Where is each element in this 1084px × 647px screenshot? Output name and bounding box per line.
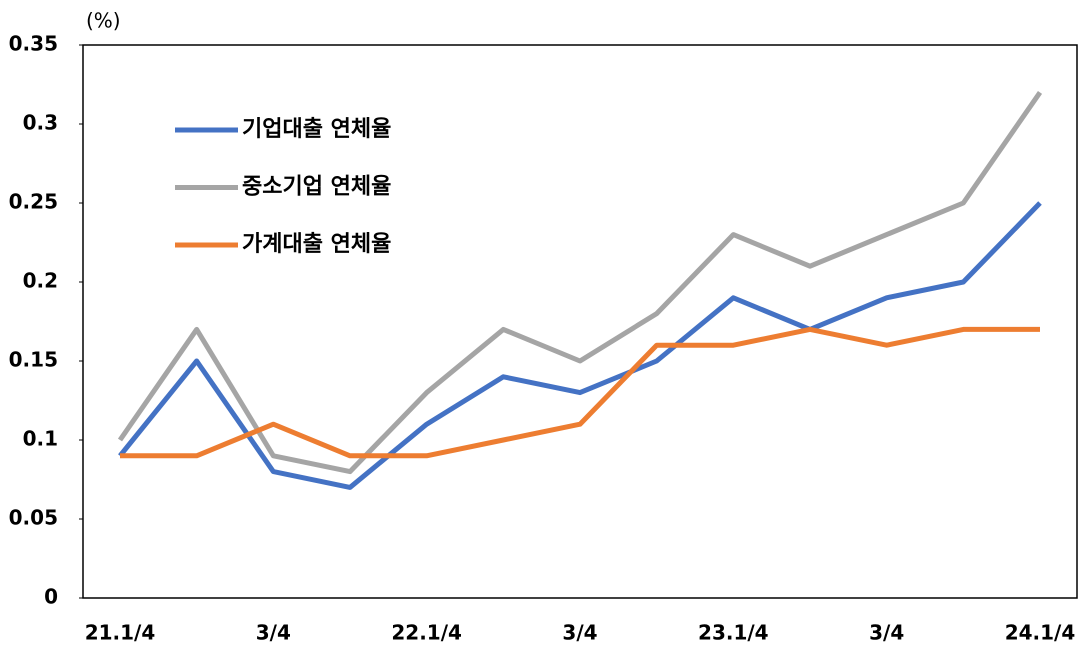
x-tick-label: 3/4 <box>562 621 597 645</box>
x-tick-label: 24.1/4 <box>1005 621 1076 645</box>
y-tick-label: 0.25 <box>9 190 58 214</box>
y-tick-label: 0.15 <box>9 348 58 372</box>
line-series <box>117 90 1043 475</box>
y-axis-label: (%) <box>86 9 121 33</box>
x-tick-label: 23.1/4 <box>698 621 769 645</box>
legend-label: 기업대출 연체율 <box>242 117 391 142</box>
line-series <box>118 201 1042 490</box>
x-tick-label: 3/4 <box>869 621 904 645</box>
y-tick-label: 0 <box>44 585 58 609</box>
y-tick-label: 0.3 <box>23 111 58 135</box>
x-tick-label: 21.1/4 <box>85 621 156 645</box>
legend-label: 중소기업 연체율 <box>242 175 391 200</box>
y-tick-label: 0.2 <box>23 269 58 293</box>
y-tick-label: 0.1 <box>23 427 58 451</box>
legend-label: 가계대출 연체율 <box>242 232 391 257</box>
y-tick-label: 0.35 <box>9 32 58 56</box>
x-tick-label: 22.1/4 <box>391 621 462 645</box>
x-tick-label: 3/4 <box>256 621 291 645</box>
line-series <box>120 326 1040 459</box>
y-tick-label: 0.05 <box>9 506 58 530</box>
plot-frame <box>82 44 1078 599</box>
